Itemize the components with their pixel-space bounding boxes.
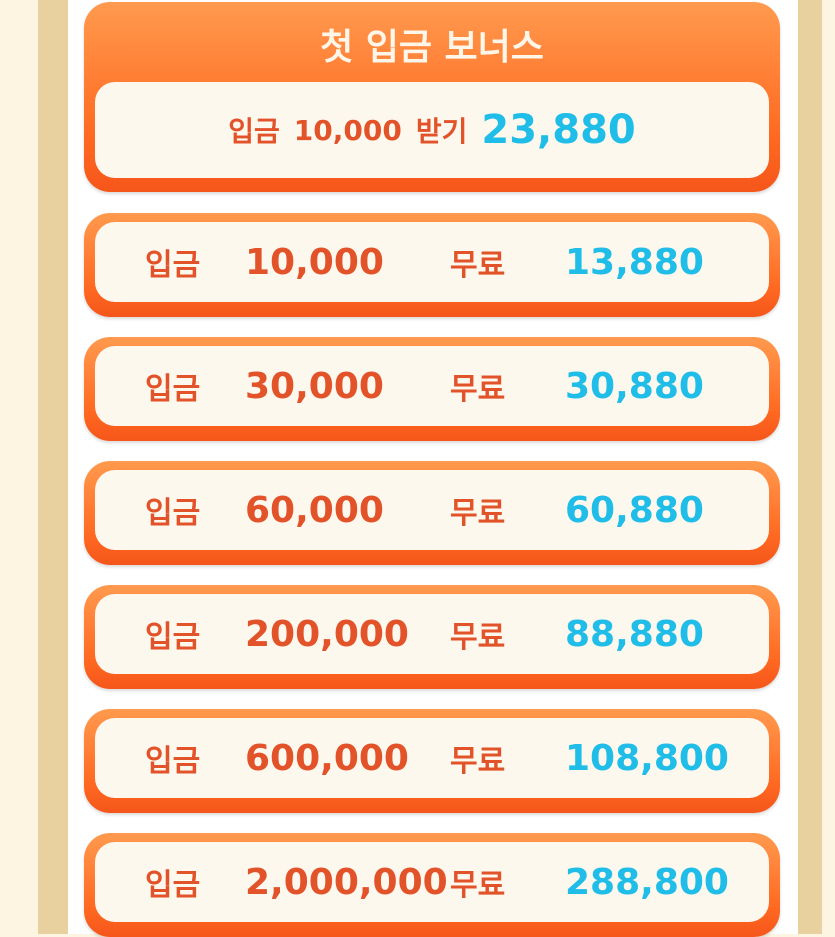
deposit-label: 입금	[228, 115, 280, 148]
free-label: 무료	[450, 620, 506, 655]
deposit-amount: 10,000	[293, 113, 402, 147]
bonus-amount: 108,800	[565, 737, 729, 779]
bonus-tier-row[interactable]: 입금 200,000 무료 88,880	[84, 585, 780, 689]
first-deposit-bonus-card: 첫 입금 보너스 입금 10,000 받기 23,880	[84, 2, 780, 192]
first-deposit-offer: 입금 10,000 받기 23,880	[95, 82, 769, 178]
free-label: 무료	[450, 496, 506, 531]
deposit-label: 입금	[145, 868, 201, 903]
bonus-amount: 13,880	[565, 241, 704, 283]
bonus-tier-row[interactable]: 입금 600,000 무료 108,800	[84, 709, 780, 813]
deposit-amount: 60,000	[245, 489, 384, 531]
bonus-tier-inner: 입금 200,000 무료 88,880	[95, 594, 769, 674]
deposit-label: 입금	[145, 496, 201, 531]
free-label: 무료	[450, 248, 506, 283]
deposit-label: 입금	[145, 620, 201, 655]
deposit-label: 입금	[145, 248, 201, 283]
deposit-amount: 2,000,000	[245, 861, 448, 903]
bonus-tier-inner: 입금 10,000 무료 13,880	[95, 222, 769, 302]
bonus-amount: 288,800	[565, 861, 729, 903]
receive-amount: 23,880	[481, 107, 636, 153]
bonus-tier-row[interactable]: 입금 2,000,000 무료 288,800	[84, 833, 780, 937]
deposit-label: 입금	[145, 744, 201, 779]
bonus-tier-inner: 입금 30,000 무료 30,880	[95, 346, 769, 426]
free-label: 무료	[450, 868, 506, 903]
bonus-tier-row[interactable]: 입금 10,000 무료 13,880	[84, 213, 780, 317]
bonus-tier-inner: 입금 60,000 무료 60,880	[95, 470, 769, 550]
free-label: 무료	[450, 744, 506, 779]
receive-label: 받기	[415, 115, 468, 148]
bonus-tier-inner: 입금 600,000 무료 108,800	[95, 718, 769, 798]
bonus-tier-row[interactable]: 입금 30,000 무료 30,880	[84, 337, 780, 441]
bonus-amount: 60,880	[565, 489, 704, 531]
bonus-amount: 30,880	[565, 365, 704, 407]
deposit-amount: 200,000	[245, 613, 409, 655]
deposit-amount: 10,000	[245, 241, 384, 283]
deposit-label: 입금	[145, 372, 201, 407]
bonus-tier-row[interactable]: 입금 60,000 무료 60,880	[84, 461, 780, 565]
deposit-amount: 600,000	[245, 737, 409, 779]
deposit-amount: 30,000	[245, 365, 384, 407]
bonus-tier-inner: 입금 2,000,000 무료 288,800	[95, 842, 769, 922]
bonus-amount: 88,880	[565, 613, 704, 655]
free-label: 무료	[450, 372, 506, 407]
card-title: 첫 입금 보너스	[320, 27, 544, 68]
